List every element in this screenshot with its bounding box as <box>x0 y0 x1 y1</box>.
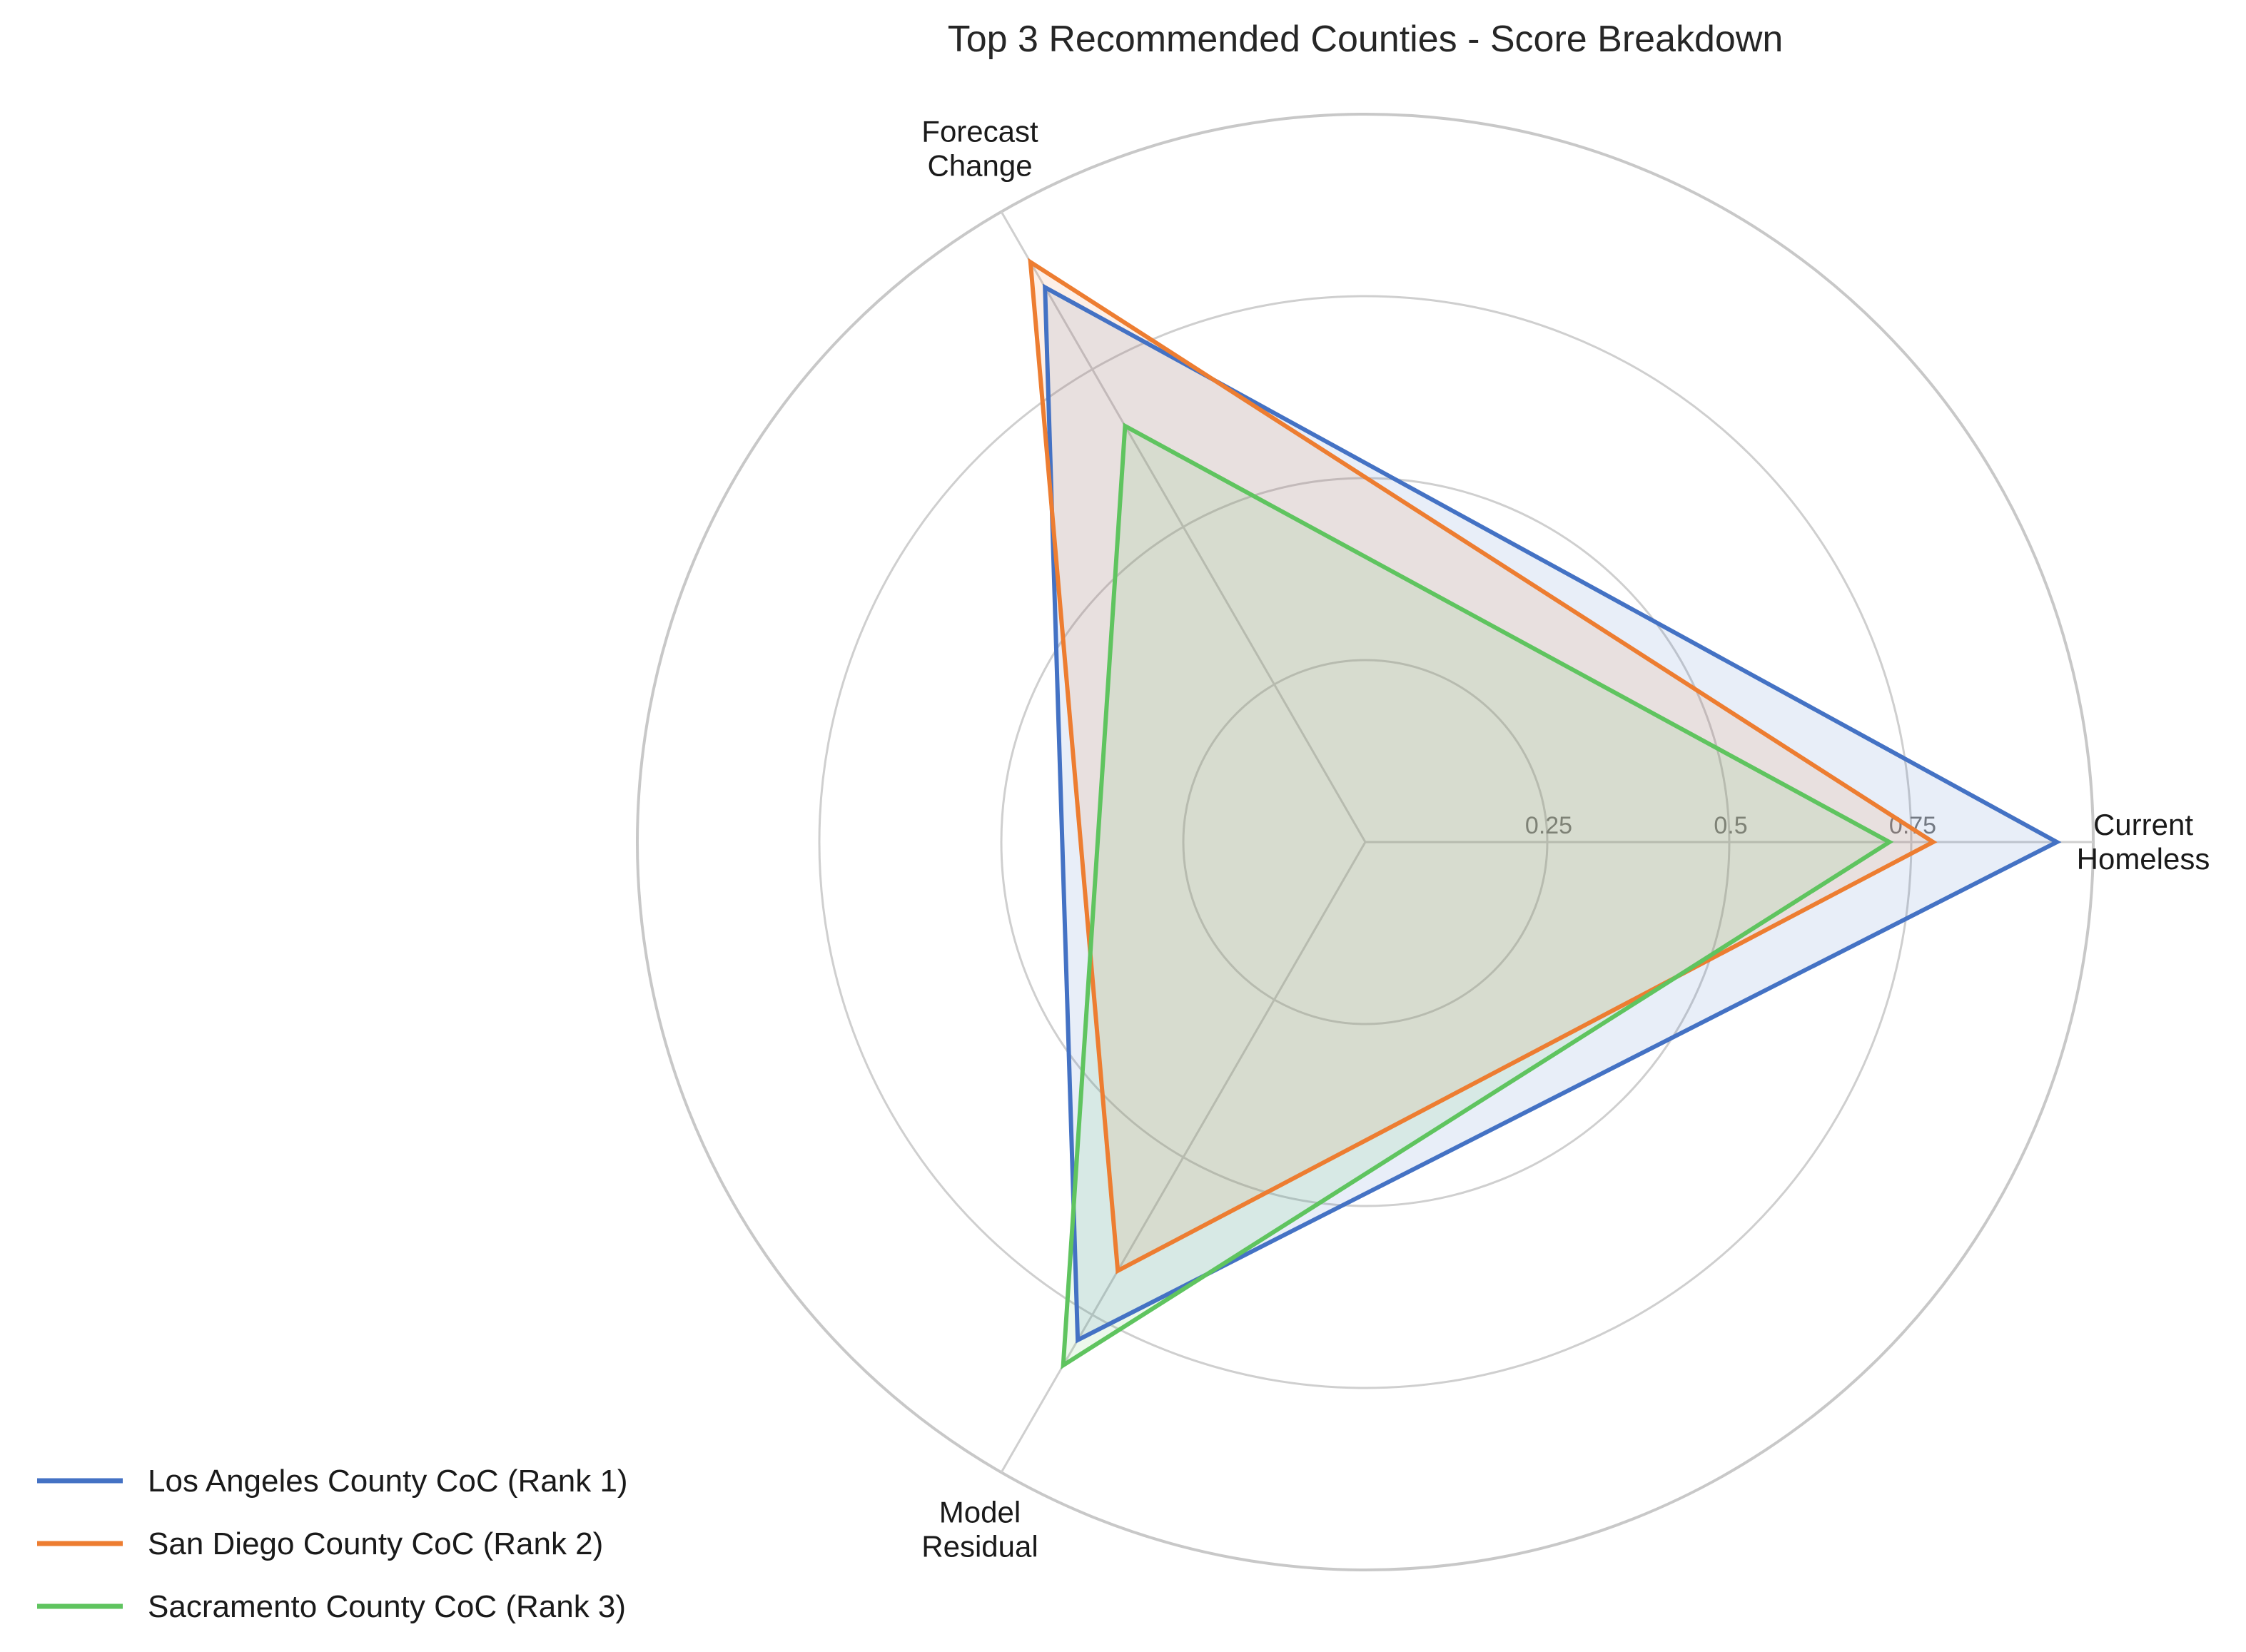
legend-label: San Diego County CoC (Rank 2) <box>148 1526 603 1561</box>
spoke-2 <box>1000 211 1367 843</box>
series-line-3 <box>1061 422 1894 1369</box>
axis-label: Current Homeless <box>2077 808 2210 876</box>
chart-title: Top 3 Recommended Counties - Score Break… <box>948 19 1784 60</box>
series-line-1 <box>1043 283 2062 1344</box>
axis-label: Forecast Change <box>921 115 1038 183</box>
radial-tick-label: 0.25 <box>1525 812 1572 839</box>
series-fill-1 <box>1045 287 2057 1340</box>
axis-labels: Current Homeless Forecast Change Model Residu… <box>921 115 2210 1564</box>
legend-label: Sacramento County CoC (Rank 3) <box>148 1589 626 1624</box>
series-fill-2 <box>1030 262 1933 1271</box>
series-polygons <box>1028 258 2062 1369</box>
legend: Los Angeles County CoC (Rank 1) San Diego… <box>37 1464 628 1624</box>
radial-tick-labels: 0.25 0.5 0.75 <box>1525 812 1936 839</box>
radial-tick-label: 0.5 <box>1714 812 1747 839</box>
series-line-2 <box>1028 258 1938 1275</box>
series-fill-3 <box>1063 426 1890 1366</box>
legend-label: Los Angeles County CoC (Rank 1) <box>148 1464 628 1499</box>
axis-label: Model Residual <box>921 1495 1038 1563</box>
